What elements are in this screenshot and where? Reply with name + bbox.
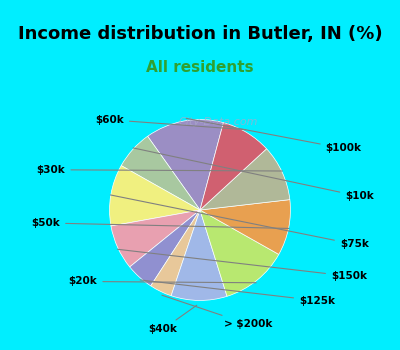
Wedge shape [121,136,200,210]
Text: $60k: $60k [95,115,246,130]
Text: $75k: $75k [110,195,369,249]
Wedge shape [171,210,227,300]
Wedge shape [200,199,290,254]
Wedge shape [200,210,279,296]
Text: $20k: $20k [68,276,256,287]
Text: $125k: $125k [140,280,335,306]
Wedge shape [200,149,290,210]
Text: > $200k: > $200k [162,295,272,329]
Wedge shape [200,122,266,210]
Text: City-Data.com: City-Data.com [179,117,258,127]
Wedge shape [130,210,200,286]
Text: Income distribution in Butler, IN (%): Income distribution in Butler, IN (%) [18,25,382,42]
Text: $40k: $40k [148,305,197,334]
Wedge shape [151,210,200,296]
Wedge shape [110,166,200,226]
Text: $100k: $100k [186,118,362,154]
Text: $150k: $150k [118,249,367,281]
Text: $50k: $50k [31,218,289,229]
Text: All residents: All residents [146,60,254,75]
Text: $10k: $10k [133,148,374,201]
Wedge shape [148,120,224,210]
Wedge shape [111,210,200,267]
Text: $30k: $30k [37,165,282,175]
